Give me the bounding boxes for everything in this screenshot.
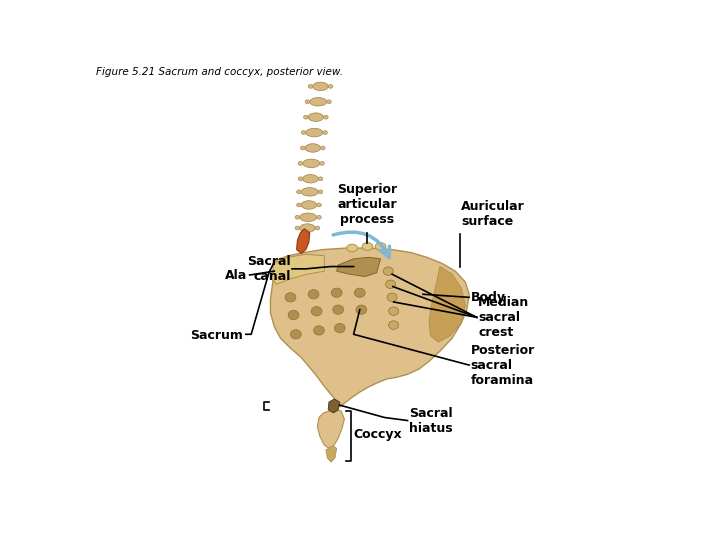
Ellipse shape xyxy=(310,98,327,106)
Text: Ala: Ala xyxy=(225,268,248,281)
Ellipse shape xyxy=(290,330,301,339)
Ellipse shape xyxy=(297,190,301,194)
Ellipse shape xyxy=(303,159,320,167)
Ellipse shape xyxy=(331,288,342,298)
Ellipse shape xyxy=(320,146,325,150)
Ellipse shape xyxy=(305,144,320,152)
Ellipse shape xyxy=(301,131,306,134)
Ellipse shape xyxy=(315,226,320,230)
Ellipse shape xyxy=(383,267,393,275)
Ellipse shape xyxy=(389,307,399,315)
Ellipse shape xyxy=(300,224,315,232)
Ellipse shape xyxy=(305,100,310,104)
Ellipse shape xyxy=(356,305,366,314)
Ellipse shape xyxy=(308,84,312,88)
Ellipse shape xyxy=(300,146,305,150)
Ellipse shape xyxy=(317,215,321,219)
Ellipse shape xyxy=(306,129,323,137)
Ellipse shape xyxy=(308,113,323,122)
Ellipse shape xyxy=(346,244,357,252)
Ellipse shape xyxy=(323,115,328,119)
Ellipse shape xyxy=(318,190,323,194)
Ellipse shape xyxy=(297,203,301,207)
Ellipse shape xyxy=(327,100,331,104)
Polygon shape xyxy=(272,254,324,284)
Ellipse shape xyxy=(308,289,319,299)
Text: Median
sacral
crest: Median sacral crest xyxy=(478,296,530,339)
Ellipse shape xyxy=(303,174,318,183)
Ellipse shape xyxy=(334,323,345,333)
Ellipse shape xyxy=(328,84,333,88)
Ellipse shape xyxy=(295,215,300,219)
Text: Body: Body xyxy=(471,291,505,304)
Ellipse shape xyxy=(301,187,318,196)
Text: Auricular
surface: Auricular surface xyxy=(462,200,525,228)
Text: Superior
articular
process: Superior articular process xyxy=(338,184,397,226)
Polygon shape xyxy=(326,446,337,462)
Ellipse shape xyxy=(312,82,328,91)
Ellipse shape xyxy=(295,226,300,230)
Text: Posterior
sacral
foramina: Posterior sacral foramina xyxy=(471,343,535,387)
Ellipse shape xyxy=(301,201,317,209)
Polygon shape xyxy=(429,267,465,342)
Ellipse shape xyxy=(389,321,399,329)
Text: Sacrum: Sacrum xyxy=(191,329,243,342)
Ellipse shape xyxy=(285,293,296,302)
Ellipse shape xyxy=(314,326,324,335)
Ellipse shape xyxy=(354,288,365,298)
Ellipse shape xyxy=(300,213,317,221)
Ellipse shape xyxy=(288,310,299,320)
Ellipse shape xyxy=(311,307,322,316)
Ellipse shape xyxy=(320,161,324,165)
Polygon shape xyxy=(328,399,340,413)
Ellipse shape xyxy=(385,280,395,288)
Ellipse shape xyxy=(317,203,321,207)
Polygon shape xyxy=(318,409,344,448)
Ellipse shape xyxy=(375,242,386,251)
Text: Sacral
canal: Sacral canal xyxy=(247,255,290,283)
Ellipse shape xyxy=(323,131,328,134)
Ellipse shape xyxy=(304,115,308,119)
Polygon shape xyxy=(297,229,310,253)
Ellipse shape xyxy=(333,305,343,314)
Polygon shape xyxy=(337,257,381,276)
Polygon shape xyxy=(271,248,469,407)
Ellipse shape xyxy=(318,177,323,181)
Text: Figure 5.21 Sacrum and coccyx, posterior view.: Figure 5.21 Sacrum and coccyx, posterior… xyxy=(96,67,343,77)
Ellipse shape xyxy=(298,161,303,165)
Ellipse shape xyxy=(387,293,397,301)
Text: Sacral
hiatus: Sacral hiatus xyxy=(409,407,453,435)
Ellipse shape xyxy=(362,242,373,251)
Ellipse shape xyxy=(298,177,303,181)
Text: Coccyx: Coccyx xyxy=(354,428,402,441)
